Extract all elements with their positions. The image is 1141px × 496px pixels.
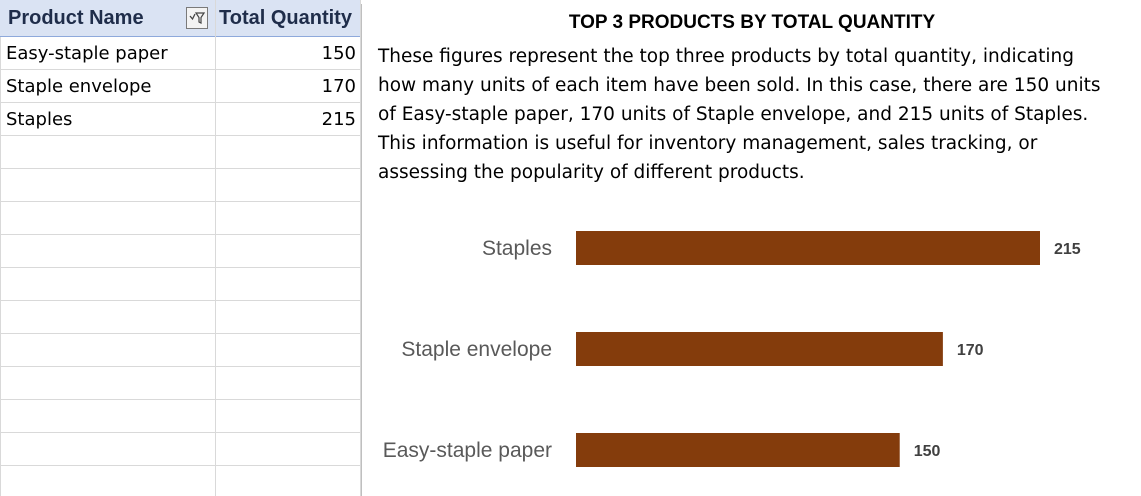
grid-line: [0, 135, 360, 136]
chart-area[interactable]: TOP 3 PRODUCTS BY TOTAL QUANTITY These f…: [361, 4, 1141, 496]
bar[interactable]: [576, 332, 943, 366]
table-row-2-name: Staple envelope: [6, 76, 152, 97]
grid-line: [0, 0, 1, 496]
grid-line: [0, 234, 360, 235]
grid-line: [0, 366, 360, 367]
chart-title: TOP 3 PRODUCTS BY TOTAL QUANTITY: [568, 12, 936, 33]
bar-value-label: 150: [914, 443, 941, 460]
grid-line: [0, 201, 360, 202]
bar-value-label: 170: [957, 342, 984, 359]
grid-line: [0, 168, 360, 169]
filter-dropdown-icon[interactable]: [186, 7, 208, 29]
bar[interactable]: [576, 231, 1040, 265]
table-row-2-qty: 170: [321, 76, 356, 97]
header-total-quantity[interactable]: Total Quantity: [216, 0, 360, 37]
grid-line: [0, 267, 360, 268]
grid-line: [0, 69, 360, 70]
grid-line: [215, 0, 216, 496]
bar-category-label: Staple envelope: [401, 338, 552, 361]
chart-description: These figures represent the top three pr…: [378, 46, 1101, 183]
grid-line: [0, 465, 360, 466]
grid-line: [0, 333, 360, 334]
grid-line: [360, 0, 361, 496]
bar-value-label: 215: [1054, 241, 1081, 258]
grid-line: [0, 102, 360, 103]
grid-line: [0, 432, 360, 433]
bar[interactable]: [576, 433, 900, 467]
table-row-3-qty: 215: [321, 109, 356, 130]
grid-line: [0, 300, 360, 301]
header-product-name-label: Product Name: [8, 7, 144, 29]
bar-category-label: Staples: [482, 237, 552, 260]
table-row-3-name: Staples: [6, 109, 73, 130]
bar-category-label: Easy-staple paper: [383, 439, 552, 462]
header-total-quantity-label: Total Quantity: [219, 7, 352, 29]
table-row-1-qty: 150: [321, 43, 356, 64]
grid-line: [0, 399, 360, 400]
table-row-1-name: Easy-staple paper: [6, 43, 168, 64]
header-product-name[interactable]: Product Name: [0, 0, 215, 37]
filter-funnel-icon: [189, 12, 205, 24]
bar-chart: Staples 215 Staple envelope 170 Easy-staple …: [383, 231, 1081, 467]
